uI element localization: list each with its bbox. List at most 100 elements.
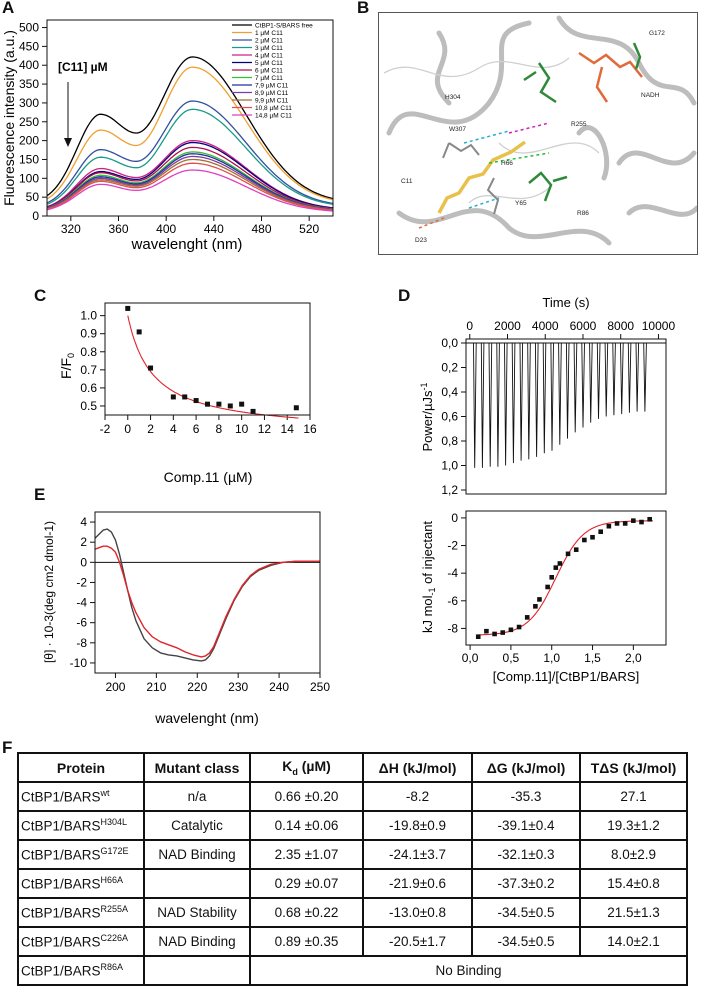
injection-peak	[643, 342, 647, 412]
data-point	[573, 547, 579, 552]
y-tick-label: 450	[19, 39, 39, 53]
header-dg: ΔG (kJ/mol)	[471, 752, 581, 783]
data-point	[639, 519, 644, 525]
y-axis-label: Fluorescence intensity (a.u.)	[1, 30, 17, 206]
cell-dh: -20.5±1.7	[362, 926, 473, 957]
y-tick-label: 300	[19, 96, 39, 110]
hbond-line	[418, 217, 445, 229]
cell-protein: CtBP1/BARSR86A	[17, 955, 145, 986]
cell-kd: 0.68 ±0.22	[249, 897, 364, 928]
panel-letter-e: E	[34, 485, 46, 504]
cell-dh: -24.1±3.7	[362, 839, 473, 870]
y-tick-label: 100	[19, 171, 39, 185]
data-point	[250, 408, 256, 414]
y-tick-label: 0,4	[441, 385, 458, 399]
x-tick-label: 440	[204, 222, 224, 236]
injection-peak	[558, 342, 562, 445]
y-tick-label: 0	[80, 555, 87, 569]
data-point	[565, 551, 571, 557]
data-point	[598, 529, 603, 535]
y-tick-label: 250	[19, 115, 39, 129]
injection-peak	[511, 342, 516, 464]
spectrum-line	[46, 108, 334, 205]
cell-kd: 0.29 ±0.07	[249, 868, 364, 899]
cell-class: NAD Binding	[143, 839, 251, 870]
data-point	[553, 565, 559, 570]
legend-entry: 4 µM C11	[255, 53, 283, 60]
injection-peak	[604, 342, 609, 417]
data-point	[524, 615, 530, 620]
x-tick-label: 4	[170, 422, 177, 436]
x-tick-label: 240	[269, 680, 289, 694]
injection-peak	[550, 342, 554, 451]
table-row: CtBP1/BARSR255A NAD Stability 0.68 ±0.22…	[17, 897, 688, 928]
y-tick-label: -2	[76, 575, 87, 589]
y65-residue	[486, 177, 500, 215]
x-tick-label: 250	[310, 680, 330, 694]
y-tick-label: 4	[80, 515, 87, 529]
cell-dh: -19.8±0.9	[362, 810, 473, 841]
data-point	[475, 634, 481, 640]
legend-entry: 3 µM C11	[255, 45, 283, 52]
cell-class	[143, 868, 251, 899]
data-point	[484, 628, 489, 634]
fit-curve	[478, 520, 653, 636]
table-row: CtBP1/BARSH304L Catalytic 0.14 ±0.06 -19…	[17, 810, 688, 841]
injection-peak	[596, 342, 601, 419]
y-tick-label: -2	[447, 539, 458, 553]
data-point	[500, 630, 506, 635]
data-point	[182, 394, 188, 400]
y-tick-label: 2	[80, 535, 87, 549]
data-point	[148, 365, 154, 371]
cell-tds: 14.0±2.1	[579, 926, 688, 957]
ribbon-strand	[386, 20, 532, 136]
cell-kd: 0.66 ±0.20	[249, 781, 364, 812]
table-row: CtBP1/BARSC226A NAD Binding 0.89 ±0.35 -…	[17, 926, 688, 957]
x-tick-label: 1,0	[543, 651, 560, 665]
spectrum-line	[46, 155, 334, 211]
y-tick-label: 0.5	[80, 399, 97, 413]
cell-class	[143, 955, 251, 986]
injection-peak	[496, 342, 500, 467]
y-tick-label: 500	[19, 21, 39, 35]
legend-entry: 5 µM C11	[255, 60, 283, 67]
ribbon-strand	[616, 150, 697, 166]
header-dh: ΔH (kJ/mol)	[362, 752, 473, 783]
cd-chart: 200 210 220 230 240 250 4 2 0 -2 -4 -6 -8 -10 wavelen…	[42, 511, 330, 726]
y-axis-label: [θ] · 10-3(deg cm2 dmol-1)	[42, 521, 56, 663]
cell-protein: CtBP1/BARSR255A	[17, 897, 145, 928]
cell-dh: -21.9±0.6	[362, 868, 473, 899]
x-axis-label: wavelenght (nm)	[131, 236, 243, 253]
x-tick-label: 8000	[607, 319, 634, 333]
cell-dg: -35.3	[471, 781, 581, 812]
spectrum-line	[46, 100, 334, 205]
x-tick-label: 520	[299, 222, 319, 236]
cell-protein: CtBP1/BARSwt	[17, 781, 145, 812]
y-tick-label: 350	[19, 77, 39, 91]
x-tick-label: 360	[108, 222, 128, 236]
x-tick-label: 12	[258, 422, 272, 436]
coil	[468, 187, 550, 204]
injection-peak	[612, 342, 616, 416]
cell-dg: -34.5±0.5	[471, 897, 581, 928]
injection-peak	[527, 342, 531, 460]
data-point	[557, 561, 563, 566]
y-tick-label: 400	[19, 58, 39, 72]
data-point	[631, 518, 636, 523]
y-axis-label: F/F0	[58, 353, 76, 379]
data-point	[492, 631, 497, 637]
spectrum-line	[46, 162, 334, 211]
injection-peak	[573, 342, 578, 433]
data-point	[170, 394, 176, 400]
data-point	[216, 401, 222, 407]
table-row: CtBP1/BARSH66A 0.29 ±0.07 -21.9±0.6 -37.…	[17, 868, 688, 899]
data-point	[590, 534, 595, 540]
data-point	[193, 398, 199, 404]
cell-class: NAD Binding	[143, 926, 251, 957]
hbond-line	[463, 130, 510, 144]
header-protein: Protein	[17, 752, 145, 783]
header-tds: TΔS (kJ/mol)	[579, 752, 688, 783]
injection-peak	[473, 342, 477, 468]
cell-no-binding: No Binding	[249, 955, 688, 986]
hbond-line	[508, 122, 550, 134]
